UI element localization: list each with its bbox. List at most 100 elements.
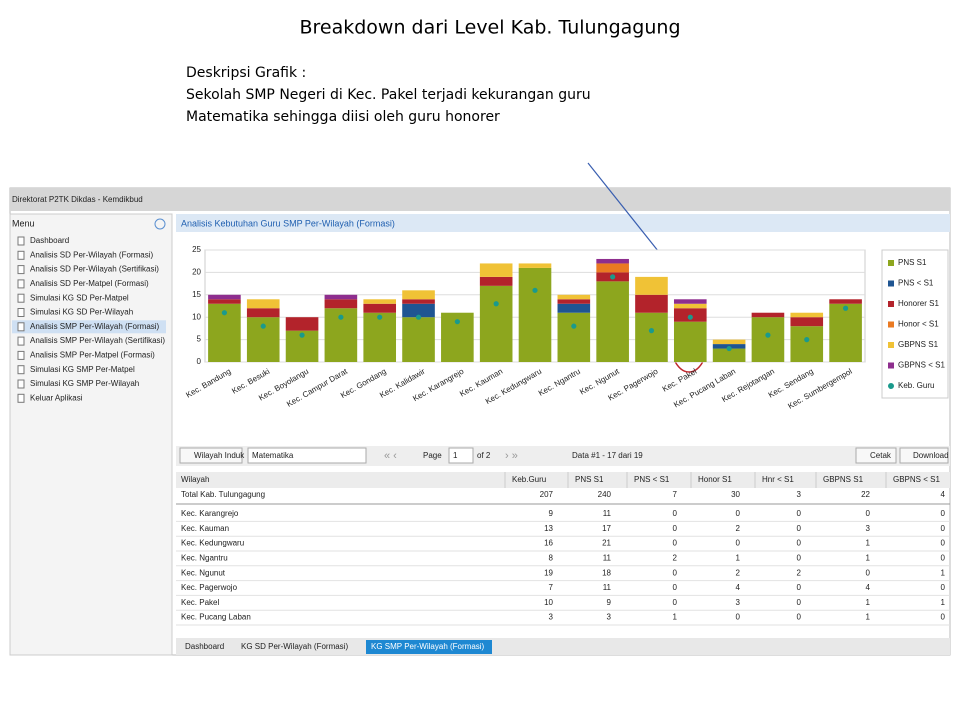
nav-first[interactable]: « ‹ [384,450,397,462]
keb-guru-dot [687,314,693,320]
menu-item[interactable]: Simulasi KG SD Per-Matpel [30,293,129,302]
bar-segment [479,276,513,286]
app-header-text: Direktorat P2TK Dikdas - Kemdikbud [12,195,143,204]
menu-item[interactable]: Analisis SMP Per-Matpel (Formasi) [30,351,155,360]
tab[interactable] [236,640,362,654]
bar-segment [402,317,435,362]
cell-name: Kec. Karangrejo [181,509,239,518]
menu-icon [17,336,25,346]
cell-number: 9 [607,598,612,607]
cell-number: 0 [797,509,802,518]
bar-segment [673,321,707,362]
keb-guru-dot [804,337,810,343]
menu-item[interactable]: Simulasi KG SD Per-Wilayah [30,308,133,317]
tab-label: KG SD Per-Wilayah (Formasi) [241,642,348,651]
bar-segment [596,281,629,362]
legend-label: Honorer S1 [898,299,939,308]
legend-swatch [888,260,894,266]
cell-number: 13 [544,524,553,533]
description-line: Matematika sehingga diisi oleh guru hono… [186,109,500,125]
menu-item[interactable]: Dashboard [30,236,69,245]
description-line: Deskripsi Grafik : [186,65,306,81]
y-tick-label: 0 [197,357,202,366]
menu-item[interactable]: Keluar Aplikasi [30,393,83,402]
keb-guru-dot [260,323,266,329]
cell-number: 1 [941,598,946,607]
y-tick-label: 20 [192,268,201,277]
back-label: Wilayah Induk [194,451,245,460]
cell-number: 2 [673,554,678,563]
menu-icon [17,250,25,260]
cell-number: 2 [797,568,802,577]
menu-item[interactable]: Analisis SMP Per-Wilayah (Formasi) [30,322,160,331]
panel-title: Analisis Kebutuhan Guru SMP Per-Wilayah … [181,218,395,228]
bar-segment [673,303,707,309]
menu-title: Menu [12,218,35,228]
bar-segment [712,348,746,362]
subject-select[interactable] [247,447,367,464]
cell-name: Kec. Ngunut [181,568,226,577]
keb-guru-dot [415,314,422,320]
cell-number: 8 [549,554,554,563]
nav-next[interactable]: › » [505,450,518,462]
back-button[interactable] [179,447,243,464]
menu-icon [17,279,25,289]
cell-number: 7 [549,583,554,592]
column-header: Wilayah [181,475,209,484]
cell-number: 9 [549,509,554,518]
bar-segment [363,312,397,362]
menu-item[interactable]: Simulasi KG SMP Per-Matpel [30,365,135,374]
cell-number: 240 [598,490,612,499]
page-input[interactable] [448,447,474,464]
menu-item[interactable]: Simulasi KG SMP Per-Wilayah [30,379,139,388]
keb-guru-dot [571,323,577,329]
cell-number: 207 [540,490,554,499]
bar-segment [208,299,241,304]
legend-label: PNS < S1 [898,279,934,288]
bar-segment [596,263,629,273]
cell-number: 11 [603,509,612,518]
cell-number: 30 [731,490,740,499]
cell-number: 1 [673,613,678,622]
menu-icon [17,293,25,303]
cell-number: 1 [866,598,871,607]
bar-segment [518,263,552,268]
bar-segment [673,299,707,304]
cell-number: 0 [673,524,678,533]
bar-segment [829,303,862,362]
menu-item[interactable]: Analisis SMP Per-Wilayah (Sertifikasi) [30,336,165,345]
page-count: of 2 [477,451,491,460]
keb-guru-dot [648,328,655,334]
cell-number: 16 [544,539,553,548]
y-tick-label: 25 [192,245,201,254]
bar-segment [402,290,435,300]
tab[interactable] [180,640,232,654]
menu-selected [12,320,166,334]
keb-guru-dot [221,310,228,316]
cell-number: 11 [603,583,612,592]
collapse-button[interactable] [154,218,166,230]
bar-segment [285,317,319,331]
download-label: Download [913,451,949,460]
menu-item[interactable]: Analisis SD Per-Matpel (Formasi) [30,279,149,288]
download-button[interactable] [899,447,949,464]
menu-panel [9,213,173,656]
cell-number: 2 [736,568,741,577]
column-header: PNS < S1 [634,475,670,484]
cell-name: Total Kab. Tulungagung [181,490,265,499]
bar-segment [596,258,629,264]
cell-number: 0 [797,613,802,622]
bar-segment [635,276,668,295]
print-button[interactable] [855,447,897,464]
keb-guru-dot [610,274,616,280]
menu-item[interactable]: Analisis SD Per-Wilayah (Formasi) [30,250,153,259]
bar-segment [324,299,358,309]
menu-item[interactable]: Analisis SD Per-Wilayah (Sertifikasi) [30,265,159,274]
bar-segment [208,294,241,300]
tab[interactable] [366,640,492,654]
legend-label: GBPNS S1 [898,340,939,349]
cell-number: 0 [736,539,741,548]
cell-name: Kec. Pagerwojo [181,583,238,592]
menu-icon [17,393,25,403]
cell-number: 1 [736,554,741,563]
